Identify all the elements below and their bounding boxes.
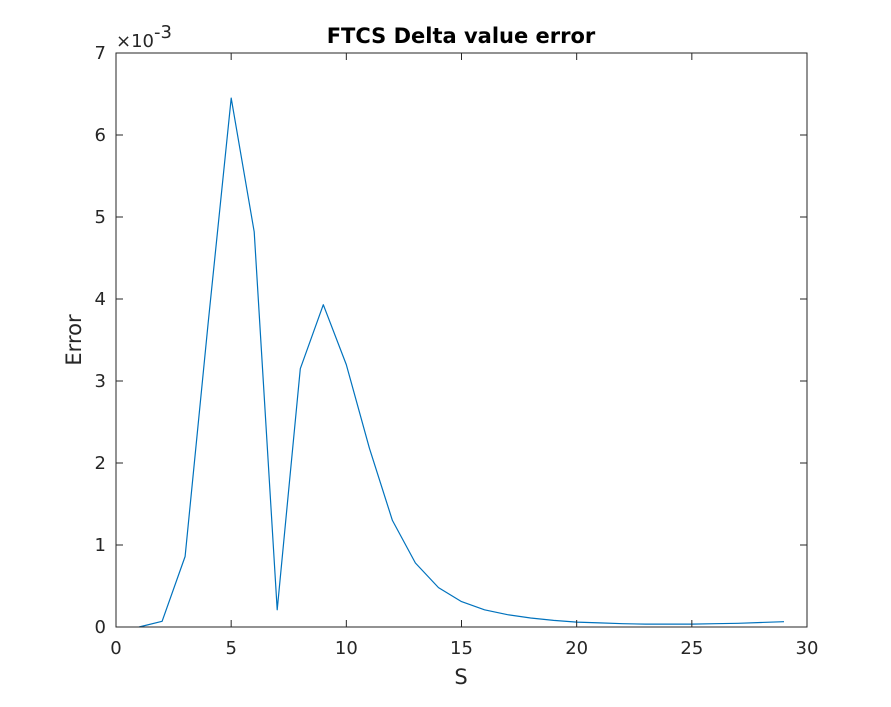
series-line (138, 97, 785, 628)
y-axis-ticks: 0 1 2 3 4 5 6 7 (95, 43, 807, 638)
chart-title: FTCS Delta value error (327, 24, 596, 48)
y-tick-label: 3 (95, 371, 106, 392)
y-axis-label: Error (62, 314, 86, 366)
x-tick-label: 10 (335, 638, 358, 659)
y-tick-label: 7 (95, 43, 106, 64)
x-tick-label: 5 (225, 638, 236, 659)
y-tick-label: 6 (95, 125, 106, 146)
y-tick-label: 4 (95, 289, 106, 310)
y-axis-exponent: ×10-3 (116, 22, 172, 52)
x-tick-label: 0 (110, 638, 121, 659)
x-tick-label: 20 (565, 638, 588, 659)
y-tick-label: 5 (95, 207, 106, 228)
x-tick-label: 15 (450, 638, 473, 659)
plot-area (116, 53, 807, 627)
y-tick-label: 2 (95, 453, 106, 474)
y-tick-label: 1 (95, 535, 106, 556)
x-axis-label: S (454, 665, 467, 689)
y-exponent-base: ×10 (116, 31, 154, 52)
series-layer (138, 97, 785, 628)
x-axis-ticks: 0 5 10 15 20 25 30 (110, 53, 818, 659)
x-tick-label: 30 (796, 638, 819, 659)
y-exponent-power: -3 (154, 22, 172, 43)
x-tick-label: 25 (680, 638, 703, 659)
y-tick-label: 0 (95, 617, 106, 638)
